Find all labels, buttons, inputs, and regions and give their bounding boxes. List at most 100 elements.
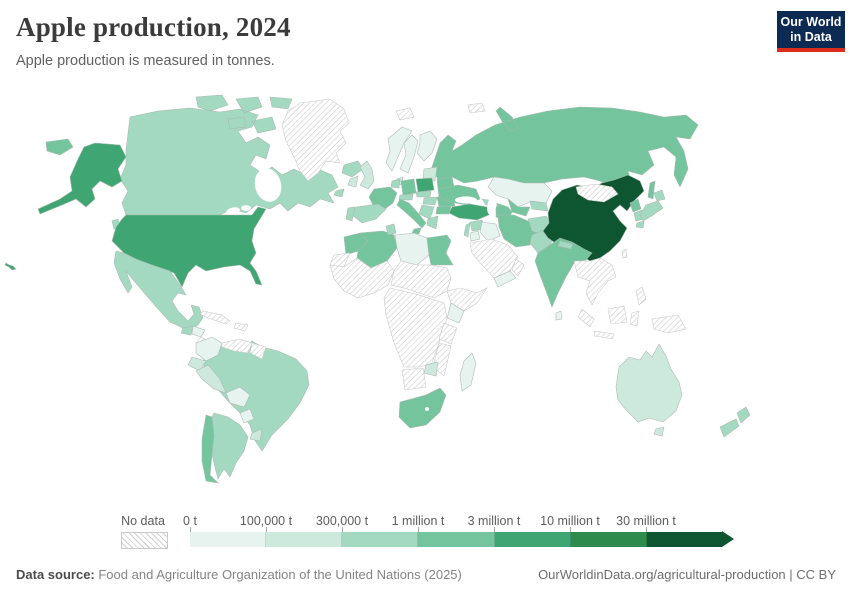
country-mongolia[interactable] — [575, 183, 619, 203]
water-hudson-bay — [254, 168, 282, 202]
country-australia[interactable] — [615, 343, 683, 437]
country-taiwan[interactable] — [621, 248, 628, 259]
country-france[interactable] — [368, 186, 398, 210]
country-czechia-slovakia[interactable] — [415, 190, 432, 198]
country-hungary[interactable] — [422, 196, 438, 206]
country-norway[interactable] — [385, 126, 413, 172]
country-new-zealand[interactable] — [719, 406, 751, 438]
legend-tick-label: 10 million t — [540, 514, 600, 528]
owid-logo-line1: Our World — [780, 15, 842, 29]
country-baltics[interactable] — [422, 166, 438, 182]
country-uruguay[interactable] — [249, 428, 263, 442]
country-hispaniola[interactable] — [233, 322, 249, 332]
country-west-africa[interactable] — [329, 257, 395, 299]
legend-tick-labels: 0 t 100,000 t 300,000 t 1 million t 3 millio… — [183, 514, 750, 529]
country-iraq[interactable] — [479, 221, 501, 242]
country-sweden[interactable] — [399, 134, 419, 174]
country-kenya[interactable] — [446, 302, 465, 324]
country-argentina[interactable] — [207, 412, 249, 480]
country-honduras[interactable] — [191, 325, 206, 338]
page-title: Apple production, 2024 — [16, 12, 291, 42]
legend-tick-label: 300,000 t — [315, 514, 369, 528]
country-libya[interactable] — [394, 232, 430, 266]
country-zimbabwe[interactable] — [423, 361, 439, 377]
country-turkey[interactable] — [448, 203, 492, 221]
country-colombia[interactable] — [195, 336, 223, 362]
country-jordan[interactable] — [469, 230, 481, 242]
country-united-kingdom[interactable] — [359, 160, 375, 190]
legend-segment-1[interactable] — [190, 532, 267, 547]
footer-link[interactable]: OurWorldinData.org/agricultural-producti… — [538, 567, 836, 582]
country-philippines[interactable] — [635, 286, 647, 306]
water-lesotho-gap — [425, 407, 429, 411]
country-benelux[interactable] — [390, 178, 401, 189]
country-sri-lanka[interactable] — [555, 310, 563, 321]
country-ireland[interactable] — [347, 175, 359, 188]
country-oman[interactable] — [511, 258, 525, 277]
country-cuba[interactable] — [199, 310, 231, 325]
country-poland[interactable] — [415, 177, 435, 193]
country-japan[interactable] — [635, 189, 666, 229]
footer-source-label: Data source: — [16, 567, 95, 582]
legend-segment-6[interactable] — [570, 532, 647, 547]
country-new-guinea[interactable] — [651, 314, 687, 334]
legend-segment-3[interactable] — [342, 532, 419, 547]
country-guatemala[interactable] — [180, 325, 194, 336]
country-germany[interactable] — [400, 178, 417, 196]
country-egypt[interactable] — [426, 234, 454, 266]
water-baltic-sea — [410, 164, 418, 178]
country-nepal[interactable] — [557, 240, 574, 250]
country-spain[interactable] — [351, 203, 387, 224]
country-alpine[interactable] — [398, 193, 414, 201]
country-guyanas[interactable] — [249, 342, 267, 360]
country-namibia-botswana[interactable] — [401, 367, 427, 391]
owid-logo[interactable]: Our World in Data — [777, 11, 845, 52]
country-venezuela[interactable] — [221, 338, 253, 354]
country-tanzania[interactable] — [438, 322, 458, 345]
country-iceland[interactable] — [341, 160, 364, 178]
world-choropleth-map — [4, 95, 751, 484]
legend-arrow-cap — [722, 531, 734, 547]
country-yemen[interactable] — [493, 270, 517, 288]
legend-segment-2[interactable] — [266, 532, 343, 547]
country-mozambique[interactable] — [432, 342, 452, 377]
country-kyrgyzstan-tajikistan[interactable] — [529, 200, 549, 212]
legend-tick-mark — [494, 527, 495, 532]
country-mexico[interactable] — [113, 250, 204, 329]
country-madagascar[interactable] — [459, 352, 477, 392]
legend-segment-4[interactable] — [418, 532, 495, 547]
country-greece[interactable] — [426, 215, 439, 230]
country-russia[interactable] — [45, 106, 699, 200]
country-south-africa[interactable] — [398, 387, 447, 429]
country-finland[interactable] — [416, 130, 438, 162]
country-greenland[interactable] — [281, 98, 350, 182]
footer-source: Data source: Food and Agriculture Organi… — [16, 567, 462, 582]
legend-bar — [190, 532, 722, 547]
country-sahel-sudan[interactable] — [390, 260, 452, 299]
country-bolivia[interactable] — [225, 386, 251, 408]
country-chile[interactable] — [201, 414, 219, 484]
country-usa[interactable] — [4, 142, 267, 288]
legend-tick-mark — [190, 527, 191, 532]
water-caspian-sea — [487, 195, 497, 215]
legend-segment-7[interactable] — [646, 532, 722, 547]
legend-tick-mark — [342, 527, 343, 532]
country-levant[interactable] — [463, 222, 471, 238]
country-portugal[interactable] — [345, 206, 356, 222]
water-black-sea — [455, 196, 477, 204]
country-arctic-islands[interactable] — [395, 102, 486, 121]
country-iran[interactable] — [497, 214, 537, 248]
legend-tick-mark — [570, 527, 571, 532]
country-italy[interactable] — [396, 198, 427, 235]
country-tunisia[interactable] — [385, 223, 397, 236]
country-north-korea[interactable] — [629, 198, 642, 213]
country-india[interactable] — [534, 237, 593, 308]
country-indonesia[interactable] — [577, 305, 640, 340]
legend-tick-label: 30 million t — [616, 514, 676, 528]
country-bulgaria[interactable] — [435, 205, 452, 215]
country-se-asia[interactable] — [573, 257, 617, 306]
country-uzbekistan[interactable] — [507, 198, 531, 217]
country-paraguay[interactable] — [239, 408, 255, 424]
legend-segment-5[interactable] — [494, 532, 571, 547]
legend-no-data-swatch[interactable] — [121, 532, 168, 549]
